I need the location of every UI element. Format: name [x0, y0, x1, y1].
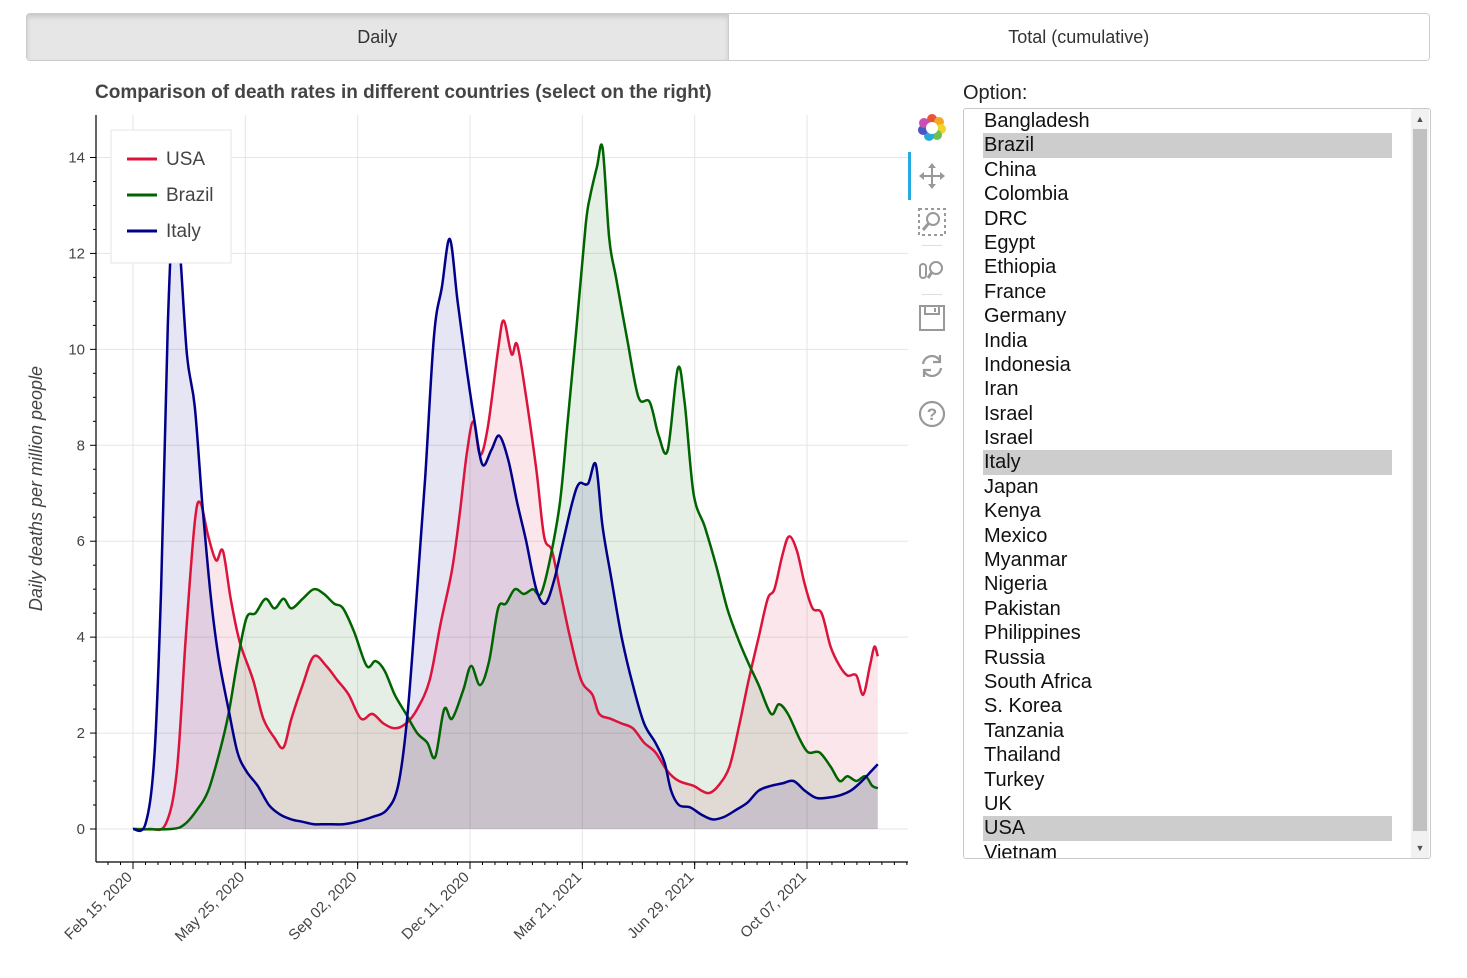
- x-tick-label: Mar 21, 2021: [511, 869, 586, 944]
- help-icon[interactable]: ?: [916, 398, 948, 430]
- option-brazil[interactable]: Brazil: [983, 133, 1392, 158]
- option-myanmar[interactable]: Myanmar: [984, 549, 1068, 572]
- option-vietnam[interactable]: Vietnam: [984, 841, 1058, 859]
- option-israel[interactable]: Israel: [984, 402, 1033, 425]
- y-tick-label: 14: [68, 150, 85, 167]
- option-uk[interactable]: UK: [984, 792, 1012, 815]
- option-usa[interactable]: USA: [983, 816, 1392, 841]
- option-china[interactable]: China: [984, 158, 1037, 181]
- option-france[interactable]: France: [984, 280, 1047, 303]
- option-mexico[interactable]: Mexico: [984, 524, 1048, 547]
- option-germany[interactable]: Germany: [984, 305, 1067, 328]
- option-turkey[interactable]: Turkey: [984, 768, 1045, 791]
- scroll-up-arrow-icon[interactable]: ▲: [1415, 114, 1425, 124]
- view-tabs: Daily Total (cumulative): [26, 13, 1430, 61]
- country-multiselect[interactable]: Bangladesh Brazil China Colombia DRC Egypt Eth…: [963, 108, 1431, 859]
- y-tick-label: 4: [77, 629, 85, 646]
- option-ethiopia[interactable]: Ethiopia: [984, 256, 1057, 279]
- x-tick-label: May 25, 2020: [172, 869, 248, 945]
- tab-total-cumulative[interactable]: Total (cumulative): [728, 14, 1429, 60]
- x-tick-label: Dec 11, 2020: [398, 869, 472, 943]
- option-philippines[interactable]: Philippines: [984, 622, 1081, 645]
- chart-title: Comparison of death rates in different c…: [95, 82, 712, 103]
- option-israel[interactable]: Israel: [984, 427, 1033, 450]
- active-tool-indicator: [908, 152, 911, 200]
- option-india[interactable]: India: [984, 329, 1028, 352]
- y-tick-label: 12: [68, 245, 85, 262]
- option-kenya[interactable]: Kenya: [984, 500, 1041, 523]
- toolbar-divider: [922, 294, 942, 295]
- y-tick-label: 0: [77, 821, 85, 838]
- chart-plot[interactable]: 0 2 4 6 8 10 12 14 Feb 15, 2020 May 25, 2020 Sep 0…: [0, 100, 920, 978]
- pan-icon[interactable]: [916, 160, 948, 192]
- x-tick-label: Feb 15, 2020: [61, 869, 136, 944]
- line-italy[interactable]: [132, 204, 879, 833]
- box-zoom-icon[interactable]: [916, 206, 948, 238]
- svg-text:?: ?: [927, 405, 937, 424]
- option-list: Bangladesh Brazil China Colombia DRC Egypt Eth…: [983, 109, 1392, 859]
- option-russia[interactable]: Russia: [984, 646, 1046, 669]
- y-tick-label: 10: [68, 341, 85, 358]
- y-tick-label: 8: [77, 437, 85, 454]
- option-italy[interactable]: Italy: [983, 450, 1392, 475]
- area-usa: [133, 320, 878, 830]
- option-pakistan[interactable]: Pakistan: [984, 597, 1061, 620]
- option-indonesia[interactable]: Indonesia: [984, 353, 1071, 376]
- option-iran[interactable]: Iran: [984, 378, 1019, 401]
- option-bangladesh[interactable]: Bangladesh: [984, 110, 1090, 132]
- scroll-down-arrow-icon[interactable]: ▼: [1415, 843, 1425, 853]
- option-thailand[interactable]: Thailand: [984, 744, 1061, 767]
- option-colombia[interactable]: Colombia: [984, 183, 1069, 206]
- legend-label-usa[interactable]: USA: [166, 149, 205, 170]
- x-tick-label: Sep 02, 2020: [285, 869, 360, 944]
- option-south-africa[interactable]: South Africa: [984, 670, 1092, 693]
- reset-icon[interactable]: [916, 350, 948, 382]
- y-tick-label: 6: [77, 533, 85, 550]
- toolbar-divider: [922, 245, 942, 246]
- legend-label-italy[interactable]: Italy: [166, 221, 201, 242]
- x-tick-label: Oct 07, 2021: [737, 869, 810, 942]
- wheel-zoom-icon[interactable]: [916, 254, 948, 286]
- option-s-korea[interactable]: S. Korea: [984, 695, 1062, 718]
- x-tick-label: Jun 29, 2021: [624, 869, 697, 942]
- tab-daily[interactable]: Daily: [27, 14, 729, 60]
- line-usa[interactable]: [132, 319, 880, 832]
- y-tick-label: 2: [77, 725, 85, 742]
- option-drc[interactable]: DRC: [984, 207, 1028, 230]
- save-icon[interactable]: [916, 302, 948, 334]
- legend-label-brazil[interactable]: Brazil: [166, 185, 214, 206]
- select-label: Option:: [963, 82, 1028, 104]
- bokeh-logo-icon[interactable]: [916, 112, 948, 144]
- option-nigeria[interactable]: Nigeria: [984, 573, 1048, 596]
- option-japan[interactable]: Japan: [984, 475, 1039, 498]
- option-tanzania[interactable]: Tanzania: [984, 719, 1065, 742]
- scrollbar-thumb[interactable]: [1413, 129, 1427, 831]
- scrollbar[interactable]: ▲ ▼: [1411, 109, 1429, 858]
- chart-toolbar: ?: [908, 108, 956, 438]
- option-egypt[interactable]: Egypt: [984, 231, 1036, 254]
- y-axis-label: Daily deaths per million people: [26, 366, 46, 611]
- area-italy: [133, 205, 878, 831]
